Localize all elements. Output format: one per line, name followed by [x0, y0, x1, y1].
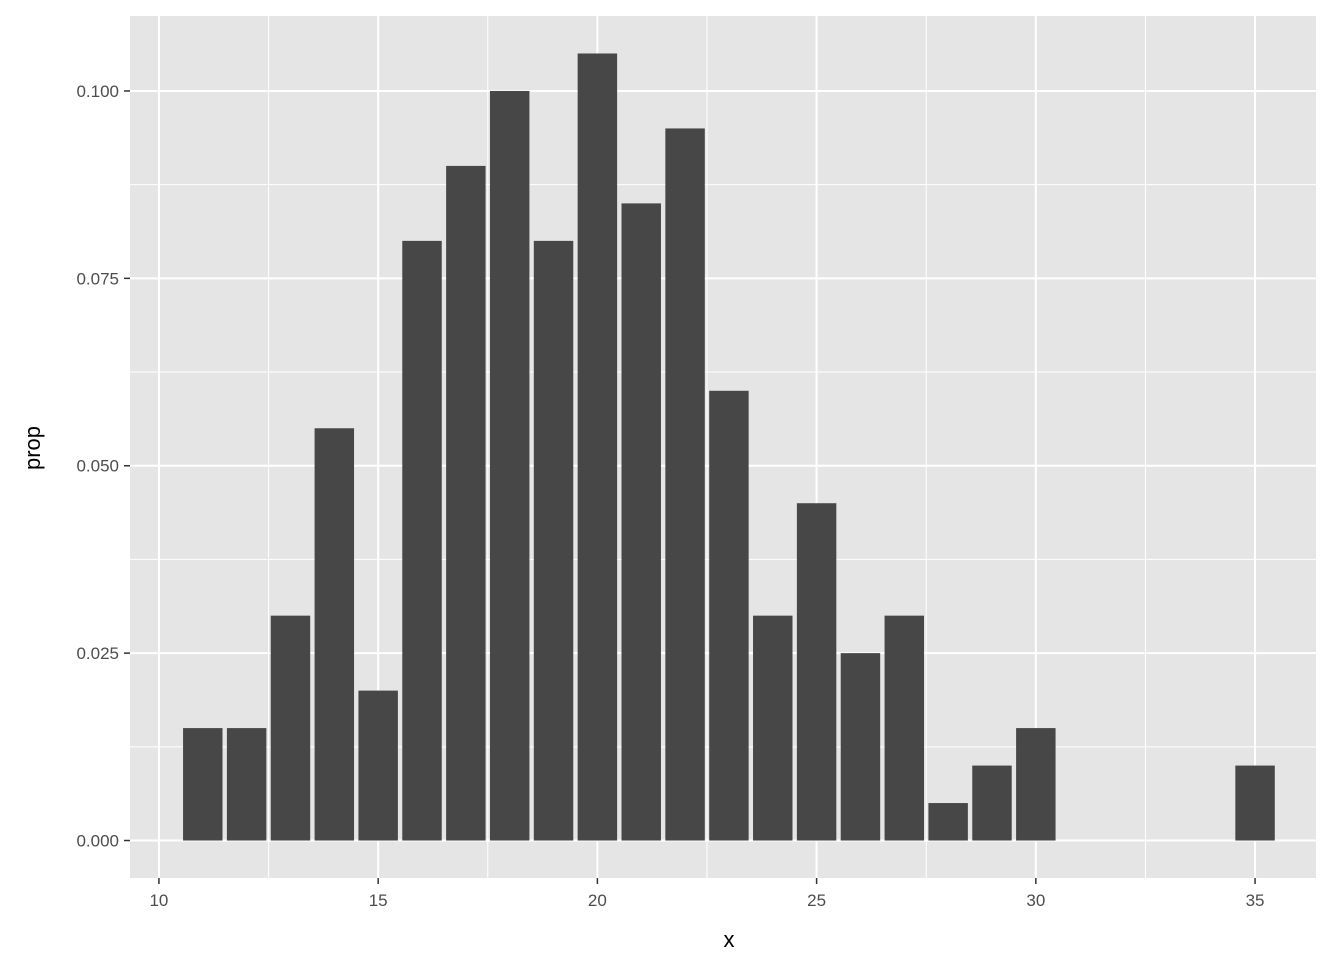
bars [183, 53, 1275, 841]
bar-11 [183, 728, 223, 841]
bar-30 [1016, 728, 1056, 841]
bar-20 [577, 53, 618, 841]
y-axis-label: prop [20, 426, 45, 470]
bar-19 [533, 240, 574, 841]
bar-18 [489, 90, 530, 841]
y-tick-label: 0.000 [76, 832, 119, 851]
y-tick-label: 0.100 [76, 82, 119, 101]
bar-23 [709, 390, 749, 841]
bar-22 [665, 128, 705, 841]
bar-35 [1235, 765, 1275, 841]
y-tick-label: 0.025 [76, 644, 119, 663]
x-tick-label: 35 [1246, 891, 1265, 910]
bar-21 [621, 203, 661, 841]
bar-28 [928, 803, 968, 841]
bar-15 [358, 690, 398, 841]
bar-16 [402, 240, 442, 841]
y-tick-label: 0.050 [76, 457, 119, 476]
x-tick-label: 10 [149, 891, 168, 910]
bar-13 [270, 615, 311, 841]
bar-24 [753, 615, 793, 841]
bar-12 [226, 728, 267, 841]
bar-25 [796, 503, 837, 841]
bar-14 [314, 428, 355, 841]
y-tick-label: 0.075 [76, 269, 119, 288]
bar-29 [972, 765, 1012, 841]
x-tick-label: 20 [588, 891, 607, 910]
axes: 10 15 20 25 30 35 0.000 0.025 0.050 0.075 0.100 [76, 82, 1264, 910]
bar-17 [446, 165, 486, 841]
bar-27 [884, 615, 925, 841]
x-tick-label: 25 [807, 891, 826, 910]
x-tick-label: 15 [369, 891, 388, 910]
x-axis-label: x [724, 927, 735, 952]
bar-26 [840, 653, 881, 841]
x-tick-label: 30 [1026, 891, 1045, 910]
